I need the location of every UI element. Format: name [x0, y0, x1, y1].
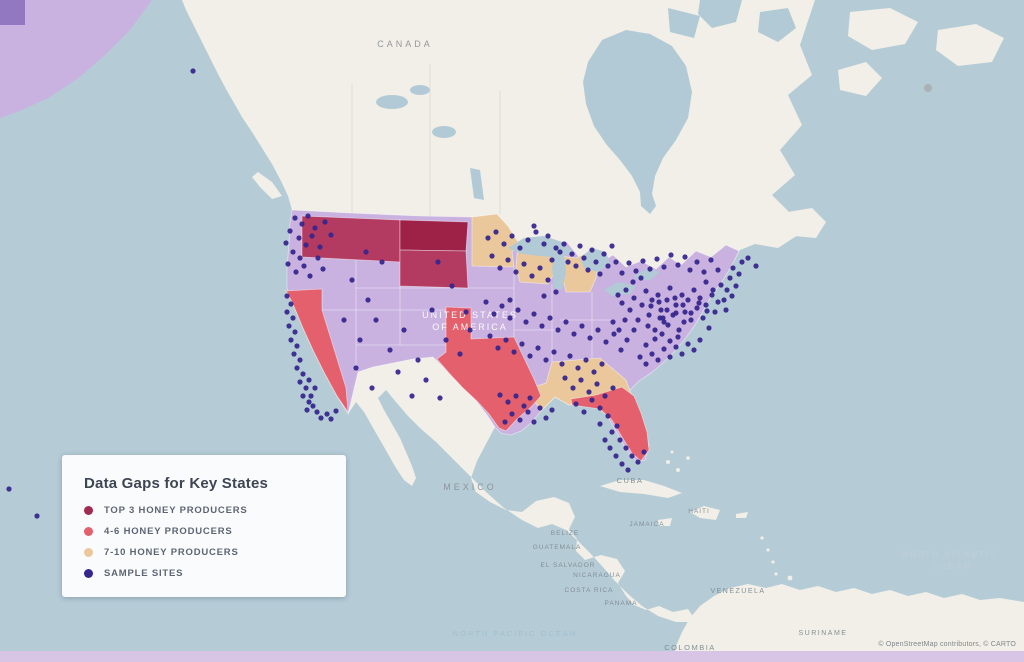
svg-text:COLOMBIA: COLOMBIA	[664, 643, 716, 652]
legend-item-label: TOP 3 HONEY PRODUCERS	[104, 505, 248, 516]
svg-text:GUATEMALA: GUATEMALA	[533, 544, 582, 551]
producers-7-10-dot-icon	[84, 548, 93, 557]
svg-text:NORTH PACIFIC OCEAN: NORTH PACIFIC OCEAN	[453, 629, 577, 638]
newfoundland-island	[784, 208, 826, 238]
svg-text:OF AMERICA: OF AMERICA	[432, 322, 508, 332]
svg-text:OCEAN: OCEAN	[933, 562, 971, 571]
great-slave-lake	[410, 85, 430, 95]
corner-square-artifact	[0, 0, 25, 25]
antilles-islet	[766, 548, 770, 552]
water-features	[376, 0, 796, 214]
antilles-islet	[774, 572, 778, 576]
antilles-islet	[771, 560, 775, 564]
legend-card: Data Gaps for Key States TOP 3 HONEY PRO…	[62, 455, 346, 597]
top3-producers-dot-icon	[84, 506, 93, 515]
svg-text:VENEZUELA: VENEZUELA	[710, 588, 765, 595]
antilles-islet	[760, 536, 764, 540]
us-states	[283, 209, 740, 462]
state-borders	[322, 260, 614, 372]
hispaniola-island	[690, 506, 720, 520]
svg-text:PANAMA: PANAMA	[605, 600, 638, 607]
puerto-rico-island	[736, 512, 748, 518]
svg-text:SURINAME: SURINAME	[799, 630, 848, 637]
hudson-bay	[583, 30, 692, 214]
bahamas-islet	[666, 460, 670, 464]
arctic-inlet	[758, 8, 796, 42]
producers-4-6-dot-icon	[84, 527, 93, 536]
svg-text:CUBA: CUBA	[617, 476, 644, 485]
lake-erie	[604, 282, 636, 296]
legend-item-top3: TOP 3 HONEY PRODUCERS	[84, 505, 324, 516]
map-attribution-link[interactable]: © OpenStreetMap contributors, © CARTO	[878, 641, 1016, 648]
legend-item-label: SAMPLE SITES	[104, 568, 184, 579]
legend-item-label: 4-6 HONEY PRODUCERS	[104, 526, 233, 537]
svg-text:CANADA: CANADA	[377, 39, 433, 49]
arctic-inlet	[698, 0, 742, 28]
great-bear-lake	[376, 95, 408, 109]
jamaica-island	[658, 518, 672, 526]
foxe-basin	[668, 8, 700, 38]
bahamas-islet	[670, 450, 674, 454]
alaska-state	[0, 0, 152, 118]
legend-item-7-10: 7-10 HONEY PRODUCERS	[84, 547, 324, 558]
svg-text:BELIZE: BELIZE	[551, 530, 579, 537]
gray-speck	[924, 84, 932, 92]
legend-item-label: 7-10 HONEY PRODUCERS	[104, 547, 239, 558]
svg-text:EL SALVADOR: EL SALVADOR	[541, 562, 596, 569]
cuba-island	[600, 480, 682, 498]
canada-lake	[432, 126, 456, 138]
trinidad-islet	[787, 575, 793, 581]
state-texas	[436, 306, 542, 432]
legend-title: Data Gaps for Key States	[84, 475, 269, 492]
state-north-dakota	[399, 219, 469, 252]
svg-text:MEXICO: MEXICO	[443, 482, 497, 492]
bahamas-islet	[676, 468, 680, 472]
vancouver-island	[252, 172, 282, 199]
arctic-island	[848, 8, 918, 50]
svg-text:NORTH ATLANTIC: NORTH ATLANTIC	[902, 550, 998, 559]
arctic-island	[838, 62, 882, 96]
legend-item-4-6: 4-6 HONEY PRODUCERS	[84, 526, 324, 537]
state-south-dakota	[399, 249, 469, 289]
south-america	[672, 584, 1024, 662]
legend-item-sample-sites: SAMPLE SITES	[84, 568, 324, 579]
svg-text:HAITI: HAITI	[688, 508, 710, 515]
state-florida	[570, 386, 650, 462]
page-edge-strip	[0, 651, 1024, 662]
svg-text:UNITED STATES: UNITED STATES	[422, 310, 518, 320]
arctic-island	[936, 24, 1004, 66]
bahamas-islet	[686, 456, 690, 460]
geo-labels: CANADA UNITED STATES OF AMERICA MEXICO CUBA H…	[377, 39, 998, 652]
canada-province-borders	[351, 64, 501, 217]
sample-site-dots	[6, 68, 759, 519]
sample-sites-dot-icon	[84, 569, 93, 578]
lake-michigan	[552, 252, 566, 290]
lake-winnipeg	[470, 168, 484, 200]
svg-text:JAMAICA: JAMAICA	[629, 521, 664, 528]
svg-text:COSTA RICA: COSTA RICA	[565, 587, 614, 594]
svg-text:NICARAGUA: NICARAGUA	[573, 572, 621, 579]
state-montana	[301, 215, 401, 263]
